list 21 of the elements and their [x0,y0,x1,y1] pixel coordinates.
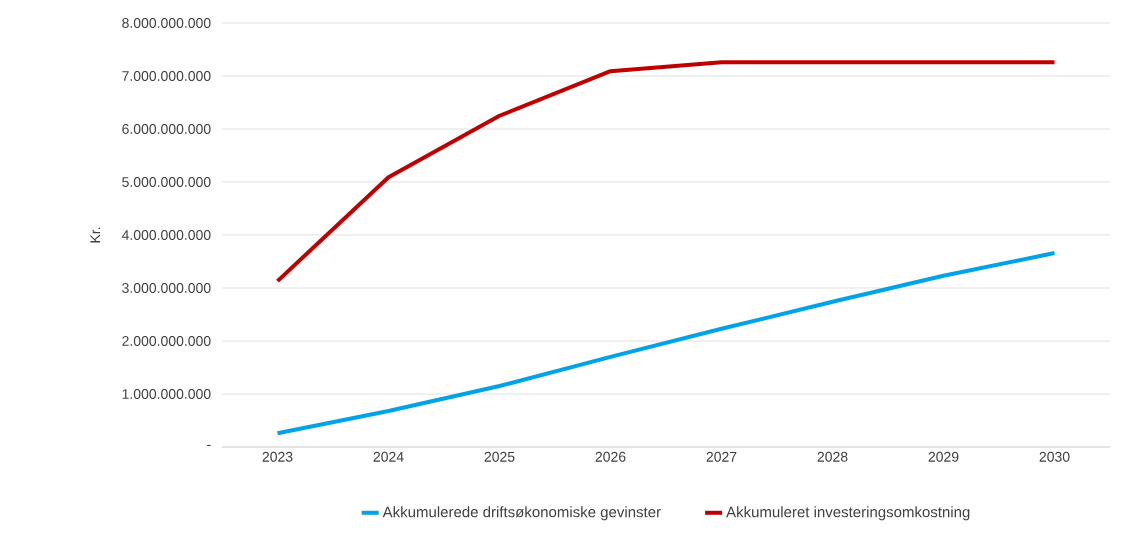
x-tick-label: 2028 [817,451,848,462]
legend-label: Akkumulerede driftsøkonomiske gevinster [382,506,661,521]
y-tick-label: 7.000.000.000 [122,71,211,81]
y-tick-label: 3.000.000.000 [122,283,211,293]
x-tick-label: 2024 [373,451,404,462]
x-tick-label: 2023 [262,451,293,462]
y-axis-title: Kr. [90,227,101,243]
x-tick-label: 2027 [706,451,737,462]
line-series [275,251,1057,436]
legend-label: Akkumuleret investeringsomkostning [726,506,970,521]
y-tick-label: 8.000.000.000 [122,18,211,28]
x-tick-label: 2026 [595,451,626,462]
x-tick-label: 2025 [484,451,515,462]
y-tick-label: - [207,444,211,446]
x-tick-label: 2030 [1039,451,1070,462]
x-tick-label: 2029 [928,451,959,462]
y-tick-label: 5.000.000.000 [122,177,211,187]
y-tick-label: 4.000.000.000 [121,230,211,240]
y-tick-label: 1.000.000.000 [122,389,211,399]
y-tick-label: 6.000.000.000 [122,124,211,134]
y-tick-label: 2.000.000.000 [122,336,211,346]
